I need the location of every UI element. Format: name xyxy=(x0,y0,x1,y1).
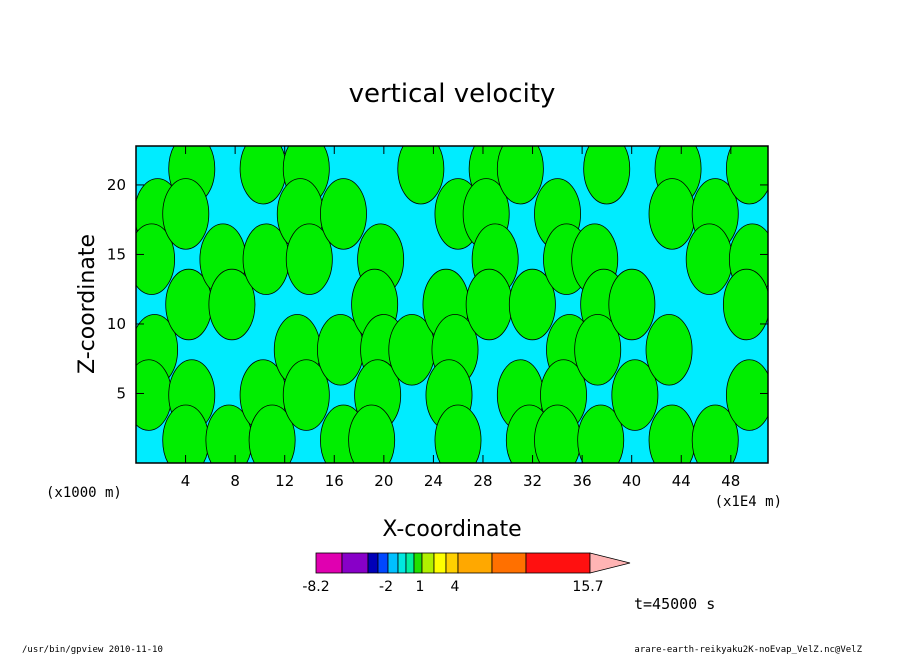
field-patch xyxy=(534,404,581,463)
field-patch xyxy=(611,359,659,431)
x-tick-label: 48 xyxy=(721,472,740,490)
y-tick-label: 5 xyxy=(116,384,126,402)
field-patch xyxy=(348,404,396,463)
colorbar-segment xyxy=(525,552,591,574)
field-patch xyxy=(496,146,544,205)
colorbar-segment xyxy=(413,552,423,574)
field-patch xyxy=(574,314,622,386)
x-secondary-unit-label: (x1E4 m) xyxy=(715,494,782,510)
x-axis-label: X-coordinate xyxy=(382,517,521,542)
field-patch xyxy=(577,404,625,463)
colorbar-segment xyxy=(377,552,389,574)
field-patch xyxy=(583,146,631,205)
field-patch xyxy=(645,314,693,386)
colorbar-label: 15.7 xyxy=(572,579,603,595)
field-patch xyxy=(239,146,287,205)
field-patch xyxy=(285,223,333,295)
field-patch xyxy=(320,178,367,250)
field-patch xyxy=(608,268,656,341)
colorbar-label: 1 xyxy=(416,579,425,595)
colorbar-label: -2 xyxy=(379,579,393,595)
y-tick-label: 10 xyxy=(107,315,126,333)
y-axis: 5 10 15 20 xyxy=(107,176,768,402)
field-patch xyxy=(648,178,696,250)
field-patch xyxy=(691,404,739,463)
field-patch xyxy=(397,146,445,205)
colorbar-segment xyxy=(387,552,399,574)
field-patch xyxy=(248,404,296,463)
y-tick-label: 15 xyxy=(107,245,126,263)
colorbar-labels: -8.2 -2 1 4 15.7 xyxy=(302,579,603,595)
colorbar-segment xyxy=(367,552,379,574)
plot-area xyxy=(135,145,769,464)
field-patch xyxy=(162,178,210,250)
field-patch xyxy=(685,223,733,295)
x-tick-label: 44 xyxy=(672,472,691,490)
chart-title: vertical velocity xyxy=(349,79,556,109)
field-patch xyxy=(722,268,768,341)
field-patch xyxy=(725,359,768,431)
field-patch xyxy=(208,268,256,341)
colorbar-segment xyxy=(341,552,369,574)
colorbar-segment xyxy=(405,552,415,574)
x-tick-label: 8 xyxy=(230,472,240,490)
colorbar-segment xyxy=(315,552,343,574)
colorbar-segment xyxy=(457,552,493,574)
colorbar-segment xyxy=(397,552,407,574)
footer-left: /usr/bin/gpview 2010-11-10 xyxy=(22,645,163,654)
plot-frame xyxy=(135,145,769,464)
field-patch xyxy=(282,359,330,431)
x-tick-label: 24 xyxy=(424,472,443,490)
field-patch xyxy=(136,359,173,431)
field-patch xyxy=(725,146,768,205)
x-tick-label: 12 xyxy=(275,472,294,490)
colorbar xyxy=(315,552,631,574)
x-tick-label: 20 xyxy=(374,472,393,490)
x-axis: 4 8 12 16 20 24 28 32 36 40 44 48 xyxy=(181,146,740,490)
field-patch xyxy=(508,268,556,341)
x-tick-label: 36 xyxy=(573,472,592,490)
colorbar-label: -8.2 xyxy=(302,579,329,595)
field-patch xyxy=(162,404,210,463)
x-tick-label: 16 xyxy=(325,472,344,490)
colorbar-label: 4 xyxy=(451,579,460,595)
colorbar-segment xyxy=(445,552,459,574)
x-unit-label: (x1000 m) xyxy=(46,485,122,501)
y-axis-label: Z-coordinate xyxy=(75,234,100,374)
field-patch xyxy=(434,404,482,463)
colorbar-segment xyxy=(491,552,527,574)
colorbar-segment xyxy=(421,552,435,574)
colorbar-extend-arrow xyxy=(589,552,631,574)
x-tick-label: 28 xyxy=(473,472,492,490)
x-tick-label: 32 xyxy=(523,472,542,490)
y-tick-label: 20 xyxy=(107,176,126,194)
x-tick-label: 4 xyxy=(181,472,191,490)
time-label: t=45000 s xyxy=(634,595,715,613)
field-patch xyxy=(648,404,696,463)
field-patch xyxy=(136,223,176,295)
field-patch xyxy=(465,268,513,341)
velocity-field xyxy=(136,146,768,463)
footer-right: arare-earth-reikyaku2K-noEvap_VelZ.nc@Ve… xyxy=(634,645,862,654)
x-tick-label: 40 xyxy=(622,472,641,490)
colorbar-segment xyxy=(433,552,447,574)
